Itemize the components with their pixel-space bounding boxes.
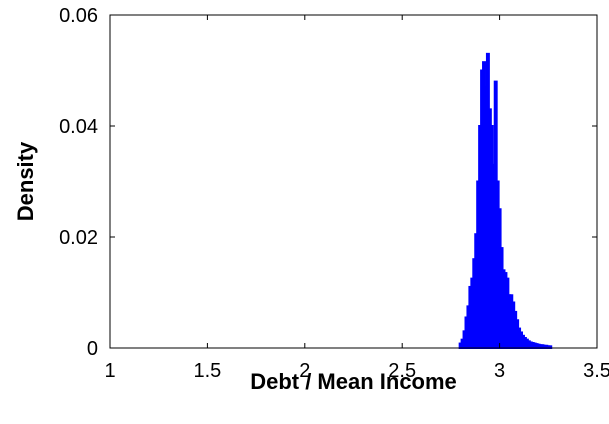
x-tick-label: 1 bbox=[104, 360, 115, 382]
x-tick-label: 3.5 bbox=[583, 360, 609, 382]
x-tick-label: 2.5 bbox=[388, 360, 416, 382]
x-axis-label: Debt / Mean Income bbox=[250, 369, 457, 394]
y-axis-label: Density bbox=[13, 141, 38, 221]
plot-area-frame bbox=[109, 14, 598, 349]
y-tick-label: 0.02 bbox=[59, 227, 98, 249]
x-axis-ticks: 1 1.5 2 2.5 3 3.5 bbox=[104, 15, 609, 382]
x-tick-label: 2 bbox=[299, 360, 310, 382]
y-axis-ticks: 0 0.02 0.04 0.06 bbox=[59, 5, 597, 360]
x-tick-label: 3 bbox=[494, 360, 505, 382]
y-tick-label: 0 bbox=[87, 338, 98, 360]
y-tick-label: 0.04 bbox=[59, 116, 98, 138]
x-tick-label: 1.5 bbox=[193, 360, 221, 382]
bars-group bbox=[458, 52, 553, 350]
y-tick-label: 0.06 bbox=[59, 5, 98, 27]
